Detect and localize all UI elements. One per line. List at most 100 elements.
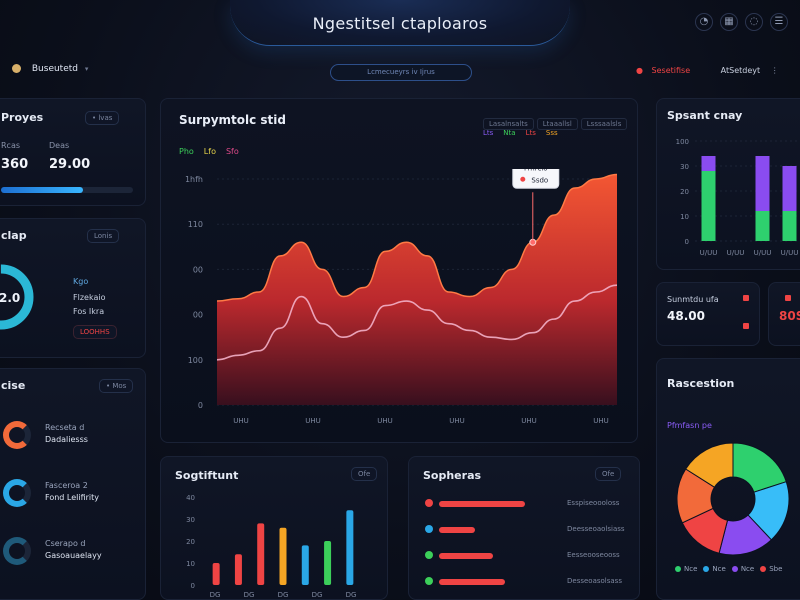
spsant-panel: Spsant cnay 100 30 20 10 0 U/UU U/UU U/UU U/UU: [656, 98, 800, 270]
stat-indicator: [785, 295, 791, 301]
tab-lvas[interactable]: • lvas: [85, 111, 120, 125]
x-tick-label: UHU: [449, 417, 465, 425]
bar: [346, 510, 354, 585]
list-item[interactable]: Cserapo d Gasoauaelayy: [0, 535, 143, 575]
menu-icon[interactable]: ☰: [770, 13, 788, 31]
item-sub: Gasoauaelayy: [45, 551, 102, 560]
hbar-label: Eesseooseooss: [567, 551, 620, 559]
tab-lonis[interactable]: Lonis: [87, 229, 120, 243]
list-item[interactable]: Recseta d Dadaliesss: [0, 419, 143, 459]
clap-panel: clap Lonis 2.0 Kgo Flzekaio Fos Ikra LOO…: [0, 218, 146, 358]
panel-title: Surpymtolc stid: [179, 113, 286, 127]
legend-dot: [760, 566, 767, 572]
legend-label: Nce: [684, 565, 698, 573]
loohhs-button[interactable]: LOOHHS: [73, 325, 117, 339]
line-series: [216, 284, 618, 361]
bar: [257, 523, 265, 585]
tooltip-dot: [520, 176, 526, 182]
stat-card-a: Sunmtdu ufa 48.00: [656, 282, 760, 346]
pie-slice: [685, 442, 734, 488]
sopheras-panel: Sopheras Ofe Esspiseoooloss Deesseoaolsia…: [408, 456, 640, 600]
row-dot: [425, 577, 433, 585]
y-tick-label: 0: [191, 582, 195, 590]
legend-dot: [675, 566, 681, 572]
bar-segment: [755, 156, 770, 211]
x-tick-label: DG: [244, 591, 255, 599]
legend-item: Nce: [731, 565, 754, 573]
page-title: Ngestitsel ctaploaros: [312, 14, 488, 33]
bar-chart: 40 30 20 10 0 DG DG DG DG DG: [186, 494, 357, 599]
legend-item: Pho: [179, 147, 194, 156]
x-tick-label: U/UU: [727, 249, 745, 257]
x-tick-label: UHU: [377, 417, 393, 425]
hbar: [439, 527, 475, 533]
item-name: Fasceroa 2: [45, 481, 88, 490]
legend-item: Sfo: [225, 147, 239, 156]
legend-dot: [703, 566, 710, 572]
chevron-down-icon[interactable]: ▾: [84, 65, 89, 73]
legend-item: Lts: [525, 129, 536, 137]
search-input[interactable]: Lcmecueyrs iv Ijrus: [330, 64, 472, 81]
x-tick-label: UHU: [593, 417, 609, 425]
chart-tab[interactable]: Lasalnsalts: [483, 118, 534, 130]
bell-icon[interactable]: ◔: [695, 13, 713, 31]
status-user: AtSetdeyt: [720, 66, 761, 75]
tab-mos[interactable]: • Mos: [99, 379, 134, 393]
y-tick-label: 10: [186, 560, 195, 568]
bar-segment: [782, 211, 797, 241]
panel-title: Proyes: [1, 111, 44, 124]
donut-chart: [677, 442, 790, 556]
ring-label-b: Flzekaio: [73, 293, 106, 302]
hbar: [439, 501, 526, 507]
stat-a-label: Rcas: [1, 141, 21, 150]
tab-ofe[interactable]: Ofe: [351, 467, 378, 481]
legend-label: Nce: [712, 565, 726, 573]
kebab-icon[interactable]: ⋮: [770, 66, 779, 75]
area-series-line: [216, 173, 618, 302]
user-bar[interactable]: Buseutetd ▾: [12, 64, 88, 74]
bar: [212, 563, 220, 585]
stat-card-b: 80S: [768, 282, 800, 346]
item-name: Recseta d: [45, 423, 85, 432]
stat-value: 48.00: [667, 309, 705, 323]
panel-title: clap: [1, 229, 27, 242]
x-tick-label: DG: [346, 591, 357, 599]
area-series: [217, 174, 617, 405]
header-glow: [230, 0, 570, 46]
chart-tab[interactable]: Lsssaalsls: [580, 118, 628, 130]
y-tick-label: 10: [680, 213, 689, 221]
y-tick-label: 20: [186, 538, 195, 546]
chat-icon[interactable]: ◌: [745, 13, 763, 31]
tab-ofe[interactable]: Ofe: [595, 467, 622, 481]
stat-b-label: Deas: [49, 141, 70, 150]
stat-label: Sunmtdu ufa: [667, 295, 719, 304]
x-tick-label: DG: [210, 591, 221, 599]
progress-fill: [1, 187, 83, 193]
stat-a-value: 360: [1, 157, 29, 172]
panel-title: Sogtiftunt: [175, 469, 239, 482]
progress-track: [1, 187, 133, 193]
status-bar: ● Sesetifise AtSetdeyt ⋮: [636, 66, 779, 75]
x-tick-label: UHU: [305, 417, 321, 425]
user-name: Buseutetd: [31, 64, 78, 74]
bar: [234, 554, 242, 585]
item-sub: Dadaliesss: [45, 435, 88, 444]
grid-icon[interactable]: ▦: [720, 13, 738, 31]
bar-segment: [701, 156, 716, 171]
x-tick-label: UHU: [233, 417, 249, 425]
bar: [301, 545, 309, 585]
x-tick-label: UHU: [521, 417, 537, 425]
item-name: Cserapo d: [45, 539, 86, 548]
row-dot: [425, 525, 433, 533]
item-ring-icon: [3, 479, 31, 507]
panel-subtitle: Pfmfasn pe: [667, 421, 712, 430]
list-item[interactable]: Fasceroa 2 Fond Lelifirity: [0, 477, 143, 517]
rascestion-panel: Rascestion Pfmfasn pe Nce Nce Nce Sbe: [656, 358, 800, 600]
chart-tab[interactable]: Ltaaallsl: [536, 118, 578, 130]
chart-tabs: Lasalnsalts Ltaaallsl Lsssaalsls: [483, 111, 630, 130]
x-tick-label: U/UU: [781, 249, 799, 257]
legend-dot: [731, 566, 738, 572]
panel-title: Spsant cnay: [667, 109, 743, 122]
tooltip-value: Ssdo: [531, 176, 548, 184]
stat-indicator: [743, 295, 749, 301]
